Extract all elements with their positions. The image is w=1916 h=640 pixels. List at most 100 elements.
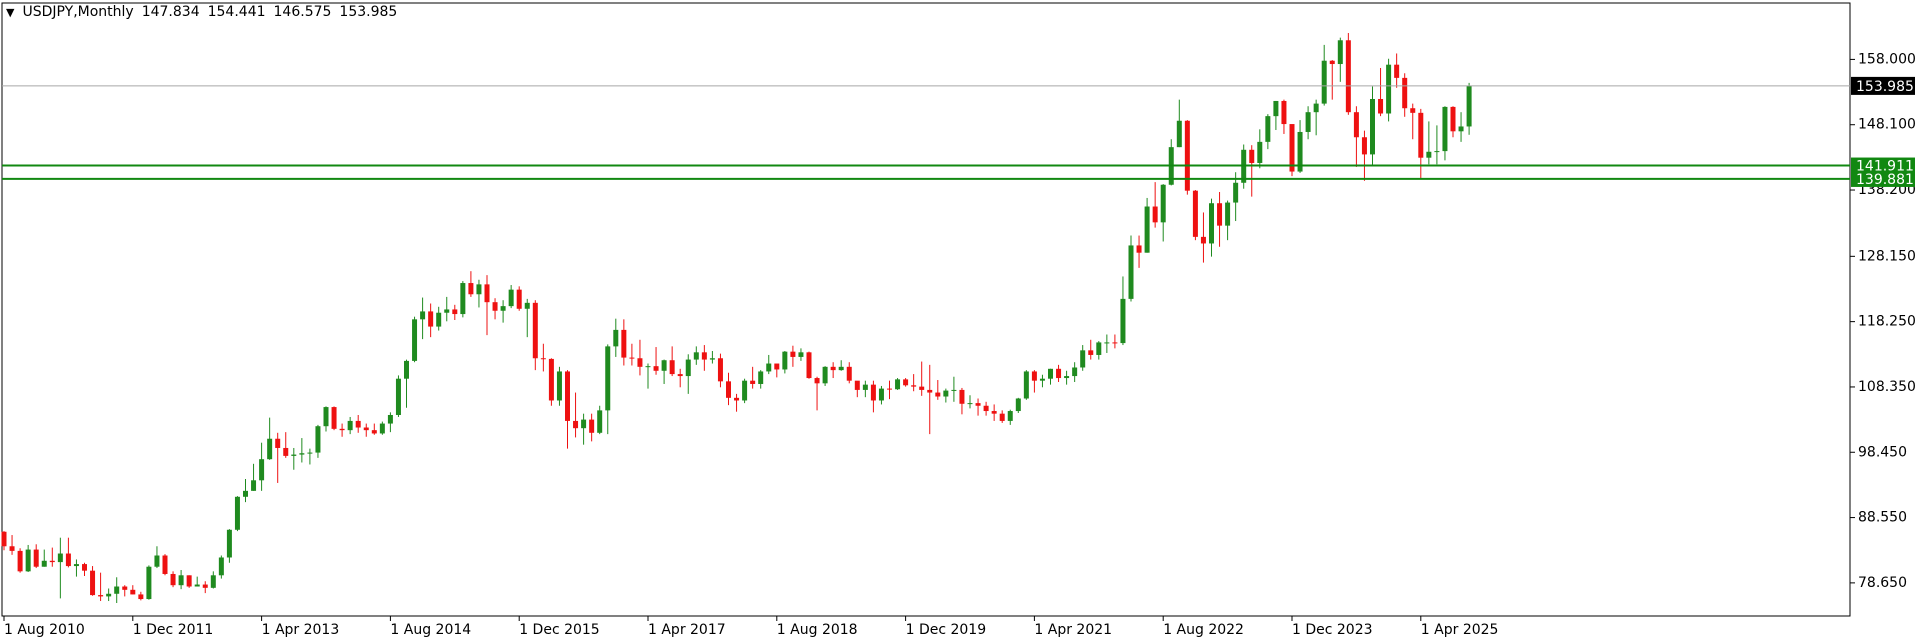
candle-body (637, 358, 643, 367)
candle-body (452, 309, 458, 315)
candle-body (73, 564, 79, 567)
candle-body (1136, 245, 1142, 253)
candle-body (1305, 112, 1311, 132)
candle-body (243, 490, 248, 497)
candle-body (1160, 184, 1166, 223)
candle-body (959, 389, 965, 404)
candle-body (259, 459, 265, 481)
candle-body (1418, 112, 1424, 158)
candle-body (581, 419, 587, 429)
candle-body (226, 529, 232, 558)
candle-body (621, 329, 627, 358)
candle-body (927, 389, 933, 393)
candle-body (838, 366, 844, 371)
candle-body (218, 557, 224, 576)
candle-body (653, 366, 659, 371)
candle-body (404, 360, 409, 379)
candle-body (709, 358, 715, 360)
x-tick-label: 1 Dec 2015 (519, 622, 600, 638)
candle-body (299, 453, 305, 455)
candle-body (870, 384, 876, 401)
y-tick-label: 158.000 (1858, 51, 1916, 67)
candle-body (887, 388, 892, 390)
candle-body (460, 283, 466, 315)
candle-body (1394, 64, 1400, 78)
candle-body (806, 352, 812, 379)
candle-body (9, 546, 15, 551)
candle-body (1015, 398, 1021, 412)
chart-header: ▼ USDJPY,Monthly 147.834 154.441 146.575… (6, 4, 397, 20)
candle-body (307, 452, 313, 454)
candle-body (1039, 378, 1045, 381)
candle-body (1200, 236, 1206, 244)
candle-body (1064, 376, 1070, 379)
candle-body (178, 575, 184, 586)
candle-body (1370, 98, 1375, 155)
level-label: 141.911 (1856, 159, 1914, 175)
candle-body (967, 403, 973, 405)
candle-body (943, 390, 949, 397)
candle-body (387, 414, 393, 424)
candle-body (1217, 203, 1223, 226)
x-tick-label: 1 Dec 2023 (1292, 622, 1373, 638)
candle-body (41, 560, 47, 567)
candle-body (1458, 126, 1464, 132)
candle-body (1265, 116, 1271, 142)
candle-body (1072, 367, 1078, 377)
candle-body (1426, 151, 1432, 158)
candle-body (500, 306, 506, 311)
candle-body (766, 363, 772, 372)
candle-body (1466, 85, 1472, 127)
candle-body (903, 379, 909, 386)
x-tick-label: 1 Apr 2021 (1034, 622, 1112, 638)
candle-body (154, 555, 160, 567)
candle-body (1345, 40, 1351, 113)
candle-body (210, 575, 216, 588)
candle-body (1410, 108, 1416, 113)
candle-body (508, 289, 514, 307)
candle-body (645, 366, 651, 368)
candle-body (1128, 245, 1134, 299)
y-tick-label: 118.250 (1858, 314, 1916, 330)
candle-body (186, 575, 192, 587)
candle-body (57, 553, 63, 563)
level-label-box (1851, 157, 1915, 174)
candle-body (1313, 103, 1319, 113)
candle-body (669, 360, 675, 375)
candle-body (661, 360, 667, 371)
candle-body (82, 564, 87, 571)
candle-body (1402, 77, 1408, 109)
candle-body (1257, 141, 1263, 163)
candle-body (428, 311, 434, 327)
candle-body (983, 405, 989, 412)
candle-body (790, 351, 796, 357)
candle-body (291, 454, 297, 456)
x-tick-label: 1 Apr 2017 (648, 622, 726, 638)
candle-body (1289, 124, 1295, 172)
y-tick-label: 108.350 (1858, 379, 1916, 395)
candle-body (1056, 368, 1062, 379)
candle-body (1096, 342, 1102, 355)
candle-body (283, 447, 289, 456)
candle-body (814, 378, 820, 384)
candle-body (444, 309, 450, 313)
candle-body (1434, 151, 1440, 153)
candle-body (1273, 100, 1279, 117)
candle-body (468, 283, 474, 295)
candle-body (613, 329, 619, 347)
candle-body (1192, 190, 1198, 237)
candle-body (331, 407, 337, 429)
candle-body (194, 584, 200, 587)
candle-body (420, 311, 426, 320)
candle-body (895, 379, 901, 390)
y-tick-label: 88.550 (1858, 510, 1907, 526)
level-label: 139.881 (1856, 172, 1914, 188)
candle-body (589, 419, 595, 433)
candle-body (1337, 40, 1343, 65)
candle-body (556, 371, 562, 401)
candle-body (685, 359, 691, 377)
candle-body (347, 420, 353, 431)
candle-body (1209, 203, 1214, 244)
candle-body (484, 284, 490, 303)
